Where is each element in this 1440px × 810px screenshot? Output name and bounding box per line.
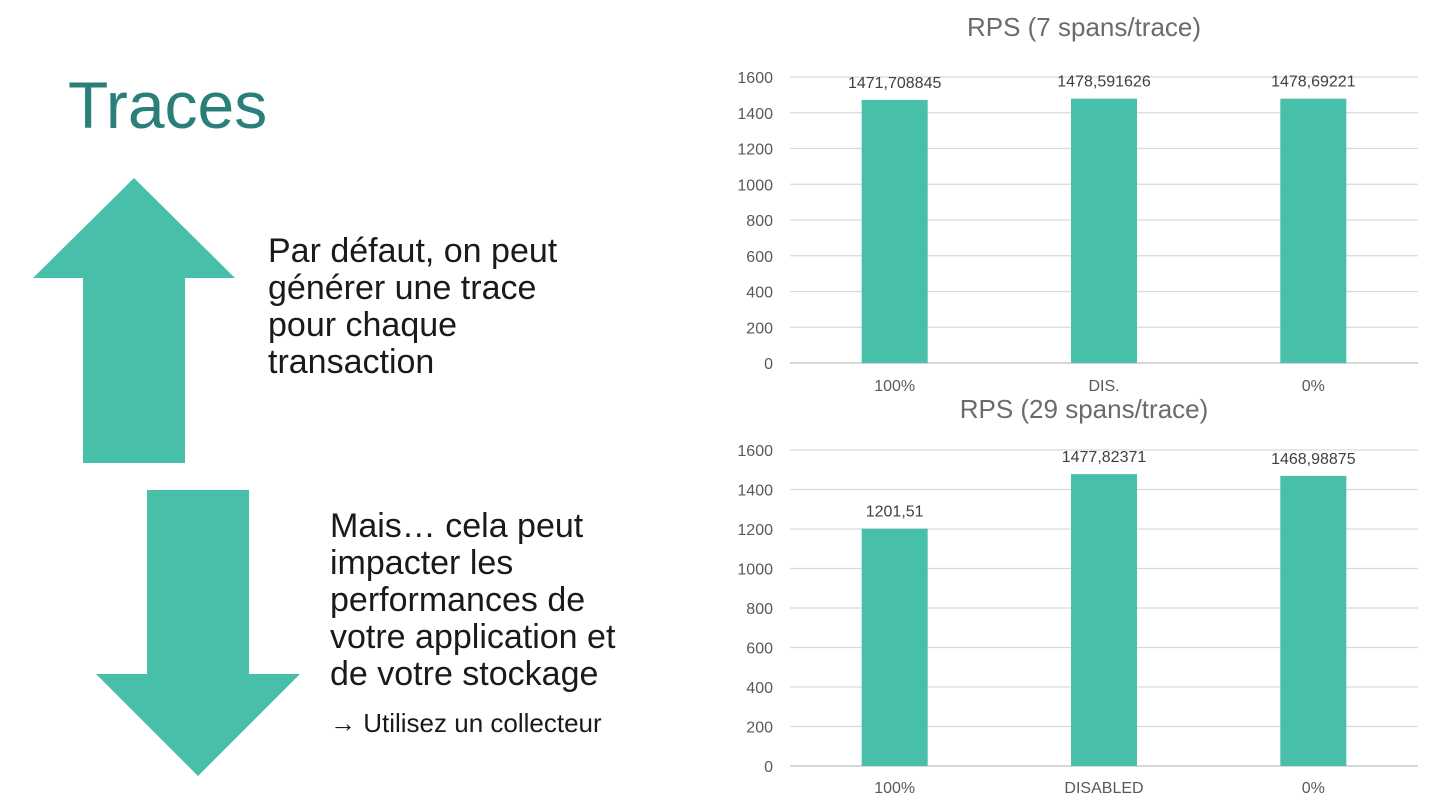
collector-hint: → Utilisez un collecteur bbox=[330, 708, 602, 738]
text-line: transaction bbox=[268, 343, 435, 381]
y-tick-label: 200 bbox=[746, 320, 773, 337]
x-tick-label: DIS. bbox=[1088, 378, 1119, 393]
y-tick-label: 800 bbox=[746, 213, 773, 230]
x-tick-label: 0% bbox=[1302, 378, 1325, 393]
data-label: 1478,69221 bbox=[1271, 74, 1356, 91]
y-tick-label: 400 bbox=[746, 680, 773, 697]
bar bbox=[1071, 474, 1137, 766]
chart-title: RPS (7 spans/trace) bbox=[967, 12, 1201, 42]
data-label: 1477,82371 bbox=[1062, 449, 1147, 466]
y-tick-label: 1600 bbox=[737, 443, 773, 460]
data-label: 1201,51 bbox=[866, 504, 924, 521]
x-tick-label: DISABLED bbox=[1064, 780, 1143, 797]
text-line: impacter les bbox=[330, 544, 514, 582]
x-tick-label: 0% bbox=[1302, 780, 1325, 797]
bar bbox=[861, 99, 928, 364]
text-line: Mais… cela peut bbox=[330, 507, 584, 545]
y-tick-label: 1200 bbox=[737, 142, 773, 159]
up-arrow-icon bbox=[33, 178, 235, 463]
default-trace-text: Par défaut, on peut générer une trace po… bbox=[268, 233, 557, 381]
chart-title: RPS (29 spans/trace) bbox=[960, 394, 1209, 424]
y-tick-label: 1000 bbox=[737, 177, 773, 194]
text-line: votre application et bbox=[330, 618, 616, 656]
y-tick-label: 0 bbox=[764, 759, 773, 776]
y-tick-label: 1000 bbox=[737, 562, 773, 579]
y-tick-label: 1600 bbox=[737, 70, 773, 87]
y-tick-label: 1400 bbox=[737, 483, 773, 500]
y-tick-label: 0 bbox=[764, 356, 773, 373]
slide-title: Traces bbox=[68, 68, 268, 142]
data-label: 1471,708845 bbox=[848, 75, 942, 92]
impact-warning-text: Mais… cela peut impacter les performance… bbox=[330, 508, 615, 693]
down-arrow-icon bbox=[96, 490, 300, 776]
text-line: performances de bbox=[330, 581, 586, 619]
y-tick-label: 1200 bbox=[737, 522, 773, 539]
text-line: pour chaque bbox=[268, 306, 458, 344]
y-tick-label: 600 bbox=[746, 641, 773, 658]
x-tick-label: 100% bbox=[874, 780, 915, 797]
y-tick-label: 1400 bbox=[737, 106, 773, 123]
text-line: Par défaut, on peut bbox=[268, 232, 558, 270]
rps-29-spans-chart: RPS (29 spans/trace) 0 200 400 600 800 1000 120… bbox=[737, 394, 1418, 797]
bar bbox=[1071, 98, 1137, 363]
bar bbox=[1280, 475, 1347, 766]
text-line: générer une trace bbox=[268, 269, 537, 307]
bar bbox=[861, 528, 928, 766]
y-tick-label: 400 bbox=[746, 285, 773, 302]
y-tick-label: 600 bbox=[746, 249, 773, 266]
bar bbox=[1280, 98, 1347, 363]
y-tick-label: 800 bbox=[746, 601, 773, 618]
text-line: de votre stockage bbox=[330, 655, 599, 693]
data-label: 1478,591626 bbox=[1057, 74, 1151, 91]
x-tick-label: 100% bbox=[874, 378, 915, 393]
data-label: 1468,98875 bbox=[1271, 451, 1356, 468]
y-tick-label: 200 bbox=[746, 720, 773, 737]
rps-7-spans-chart: RPS (7 spans/trace) 0 200 400 600 800 1000 1200… bbox=[737, 12, 1418, 393]
